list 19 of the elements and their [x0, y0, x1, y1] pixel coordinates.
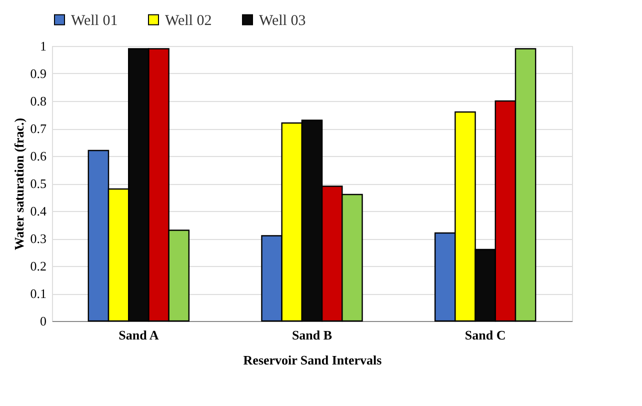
y-tick-label: 0.6	[30, 148, 47, 164]
legend-label: Well 02	[165, 12, 212, 29]
y-tick-label: 0.9	[30, 66, 46, 81]
legend-label: Well 03	[259, 12, 306, 29]
legend-label: Well 01	[71, 12, 118, 29]
y-tick-label: 0.5	[30, 176, 46, 191]
x-tick-label: Sand B	[292, 328, 332, 342]
y-tick-label: 0.2	[30, 258, 46, 274]
y-tick-label: 0.1	[30, 286, 46, 301]
y-axis-title: Water saturation (frac.)	[11, 118, 26, 250]
y-tick-label: 0.8	[30, 94, 46, 108]
y-tick-label: 0	[40, 314, 46, 328]
y-tick-label: 0.4	[30, 204, 47, 218]
x-axis-title: Reservoir Sand Intervals	[243, 352, 382, 368]
y-tick-label: 1	[40, 38, 46, 54]
x-tick-label: Sand C	[464, 328, 506, 342]
y-tick-label: 0.3	[30, 231, 46, 246]
y-tick-label: 0.7	[30, 121, 47, 136]
x-tick-label: Sand A	[118, 328, 160, 342]
